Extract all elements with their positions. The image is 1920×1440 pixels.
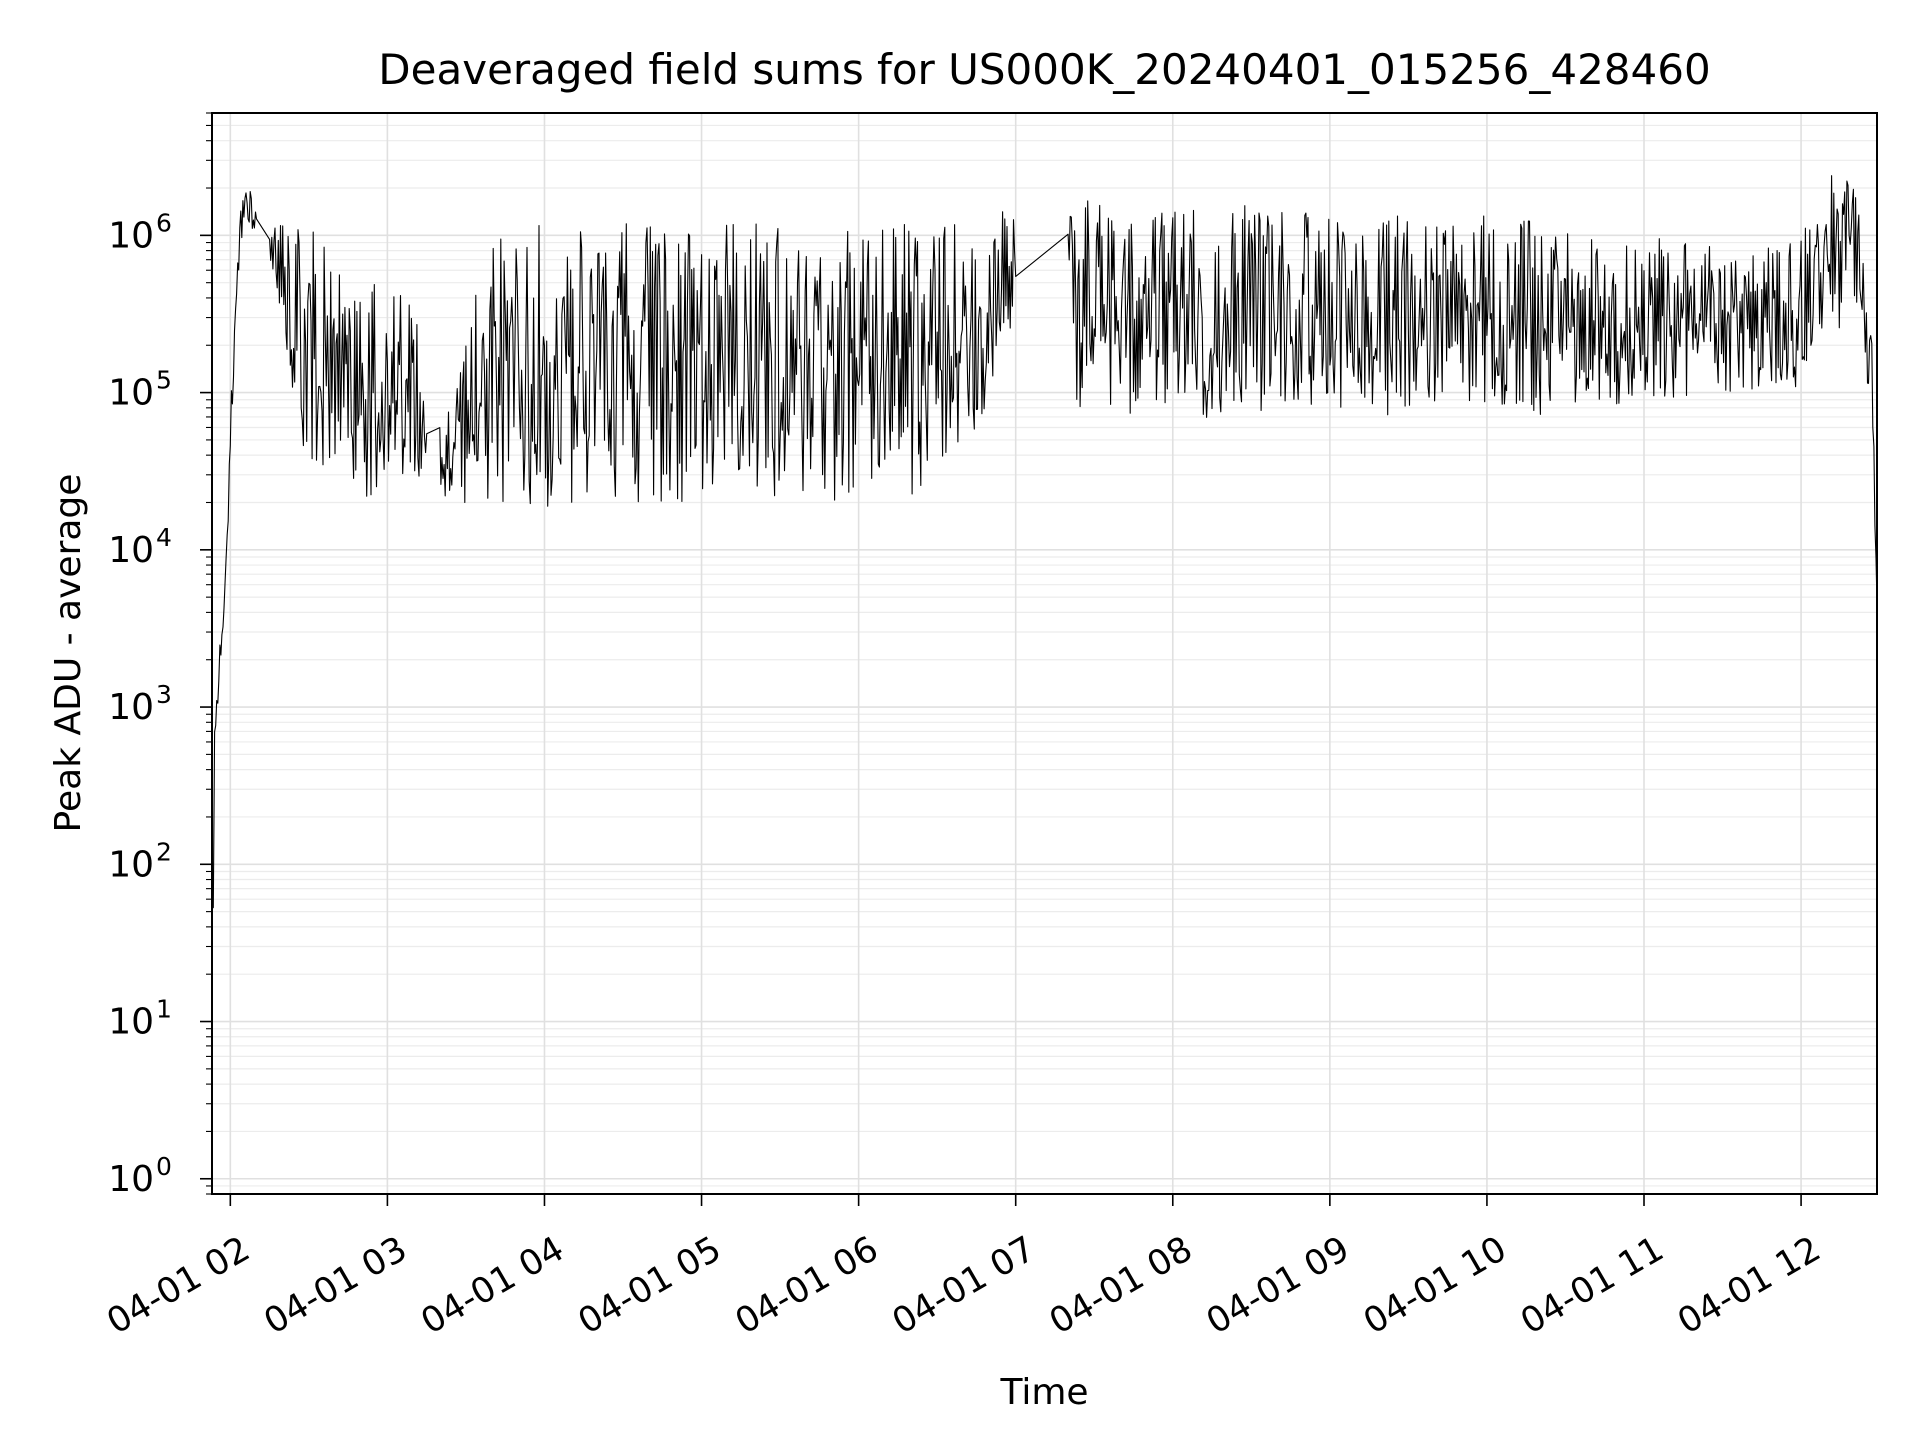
y-tick-label: 10 xyxy=(108,844,154,885)
y-tick-label-exponent: 0 xyxy=(156,1152,172,1181)
x-tick-label: 04-01 10 xyxy=(1357,1229,1513,1342)
x-axis: 04-01 02 04-01 03 04-01 04 04-01 05 04-01 06… xyxy=(101,1194,1828,1342)
y-tick-label: 10 xyxy=(108,1002,154,1043)
y-tick-label: 10 xyxy=(108,530,154,571)
y-tick-label: 10 xyxy=(108,215,154,256)
grid xyxy=(212,112,1877,1195)
chart-title: Deaveraged field sums for US000K_2024040… xyxy=(378,45,1710,94)
x-tick-label: 04-01 12 xyxy=(1671,1229,1827,1342)
y-tick-label: 10 xyxy=(108,1159,154,1200)
series-line xyxy=(211,175,1878,909)
x-tick-label: 04-01 02 xyxy=(101,1229,257,1342)
y-tick-label-exponent: 5 xyxy=(156,366,172,395)
x-tick-label: 04-01 06 xyxy=(729,1229,885,1342)
x-tick-label: 04-01 03 xyxy=(258,1229,414,1342)
plot-frame xyxy=(211,112,1878,1195)
x-tick-label: 04-01 08 xyxy=(1043,1229,1199,1342)
y-axis-label: Peak ADU - average xyxy=(48,474,89,833)
x-tick-label: 04-01 05 xyxy=(572,1229,728,1342)
y-tick-label-exponent: 4 xyxy=(156,523,172,552)
x-tick-label: 04-01 09 xyxy=(1200,1229,1356,1342)
y-tick-label: 10 xyxy=(108,373,154,414)
y-tick-label-exponent: 2 xyxy=(156,837,172,866)
series-layer xyxy=(211,175,1878,909)
y-tick-label-exponent: 6 xyxy=(156,208,172,237)
y-tick-label: 10 xyxy=(108,687,154,728)
x-axis-label: Time xyxy=(999,1372,1088,1413)
x-tick-label: 04-01 07 xyxy=(886,1229,1042,1342)
y-tick-label-exponent: 3 xyxy=(156,680,172,709)
x-tick-label: 04-01 04 xyxy=(415,1229,571,1342)
y-tick-label-exponent: 1 xyxy=(156,995,172,1024)
x-tick-label: 04-01 11 xyxy=(1514,1229,1670,1342)
